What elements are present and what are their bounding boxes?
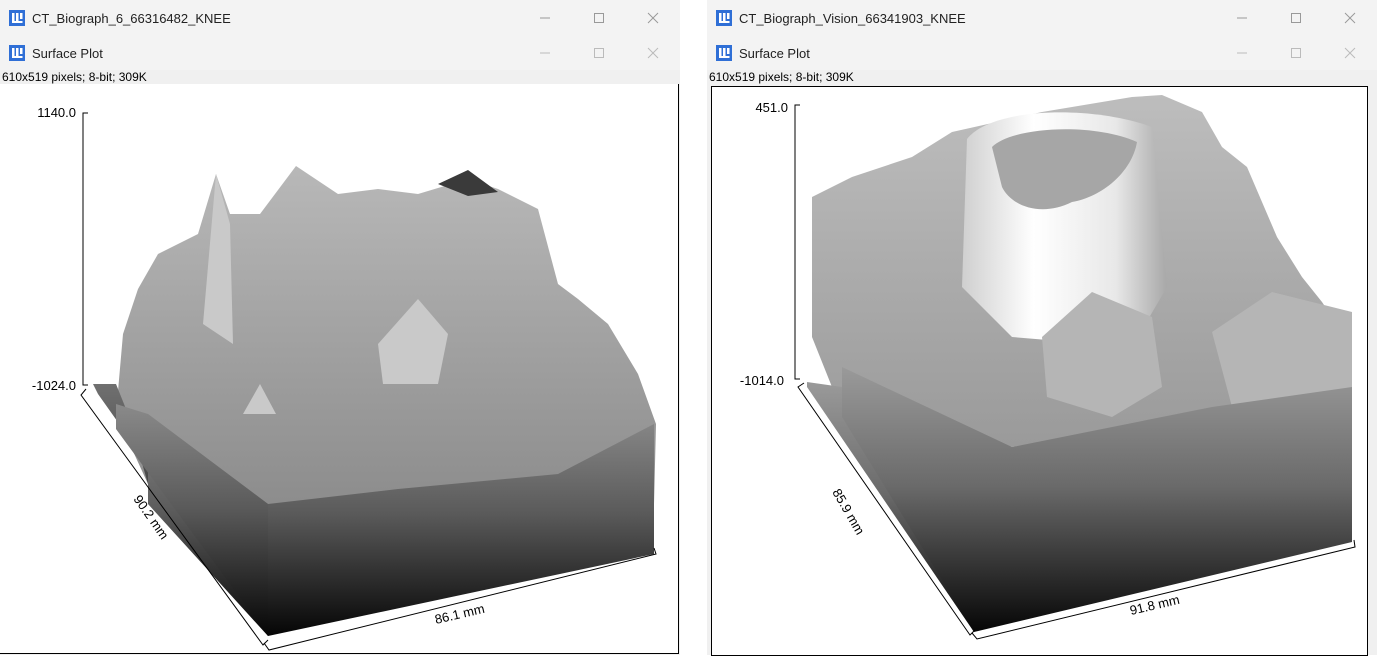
close-icon: [1344, 12, 1356, 24]
surface-bumps: [1042, 292, 1352, 417]
minimize-button[interactable]: [1215, 36, 1269, 70]
maximize-button[interactable]: [572, 36, 626, 70]
maximize-button[interactable]: [1269, 0, 1323, 36]
z-max-label: 1140.0: [37, 105, 76, 120]
surface-dark-corner: [438, 170, 498, 196]
close-icon: [1344, 47, 1356, 59]
maximize-button[interactable]: [1269, 36, 1323, 70]
minimize-button[interactable]: [518, 36, 572, 70]
surface-plot-canvas[interactable]: 451.0 -1014.0 85.9 mm 91.8 mm: [711, 86, 1368, 656]
maximize-icon: [1291, 48, 1301, 58]
sub-titlebar[interactable]: Surface Plot: [707, 36, 1377, 71]
imagej-icon: [716, 45, 732, 61]
maximize-icon: [1291, 13, 1301, 23]
z-min-label: -1014.0: [740, 373, 784, 388]
close-icon: [647, 47, 659, 59]
minimize-button[interactable]: [518, 0, 572, 36]
surface-peaks: [203, 174, 448, 414]
image-info: 610x519 pixels; 8-bit; 309K: [0, 70, 680, 84]
surface-plot: 1140.0 -1024.0 90.2 mm 86.1 mm: [32, 105, 657, 651]
window-title: CT_Biograph_6_66316482_KNEE: [32, 10, 231, 26]
minimize-button[interactable]: [1215, 0, 1269, 36]
x-axis-line: [971, 539, 1356, 640]
imagej-icon: [9, 10, 25, 26]
imagej-icon: [9, 45, 25, 61]
minimize-icon: [540, 17, 550, 19]
maximize-icon: [594, 48, 604, 58]
y-axis-line: [797, 382, 976, 636]
close-icon: [647, 12, 659, 24]
main-titlebar[interactable]: CT_Biograph_6_66316482_KNEE: [0, 0, 680, 37]
z-max-label: 451.0: [755, 100, 788, 115]
maximize-button[interactable]: [572, 0, 626, 36]
subwindow-title: Surface Plot: [32, 45, 103, 61]
sub-titlebar[interactable]: Surface Plot: [0, 36, 680, 71]
minimize-icon: [1237, 52, 1247, 54]
image-info: 610x519 pixels; 8-bit; 309K: [707, 70, 1377, 84]
close-button[interactable]: [1323, 0, 1377, 36]
left-window: CT_Biograph_6_66316482_KNEE Surface Plot…: [0, 0, 680, 655]
x-axis-line: [263, 547, 657, 651]
close-button[interactable]: [626, 0, 680, 36]
y-axis-label: 85.9 mm: [829, 486, 867, 537]
x-axis-label: 86.1 mm: [433, 601, 486, 627]
window-title: CT_Biograph_Vision_66341903_KNEE: [739, 10, 966, 26]
z-min-label: -1024.0: [32, 378, 76, 393]
close-button[interactable]: [626, 36, 680, 70]
close-button[interactable]: [1323, 36, 1377, 70]
y-axis-line: [80, 388, 269, 646]
surface-cylinder-hole: [992, 129, 1137, 210]
surface-front-face: [148, 414, 654, 636]
minimize-icon: [540, 52, 550, 54]
maximize-icon: [594, 13, 604, 23]
surface-front-face: [842, 367, 1352, 632]
minimize-icon: [1237, 17, 1247, 19]
right-window: CT_Biograph_Vision_66341903_KNEE Surface…: [707, 0, 1377, 656]
imagej-icon: [716, 10, 732, 26]
main-titlebar[interactable]: CT_Biograph_Vision_66341903_KNEE: [707, 0, 1377, 37]
surface-plot-canvas[interactable]: 1140.0 -1024.0 90.2 mm 86.1 mm: [0, 84, 679, 654]
z-axis-line: [82, 112, 88, 386]
subwindow-title: Surface Plot: [739, 45, 810, 61]
surface-front-face-2: [116, 404, 268, 636]
z-axis-line: [794, 104, 800, 380]
surface-plot: 451.0 -1014.0 85.9 mm 91.8 mm: [740, 95, 1356, 640]
